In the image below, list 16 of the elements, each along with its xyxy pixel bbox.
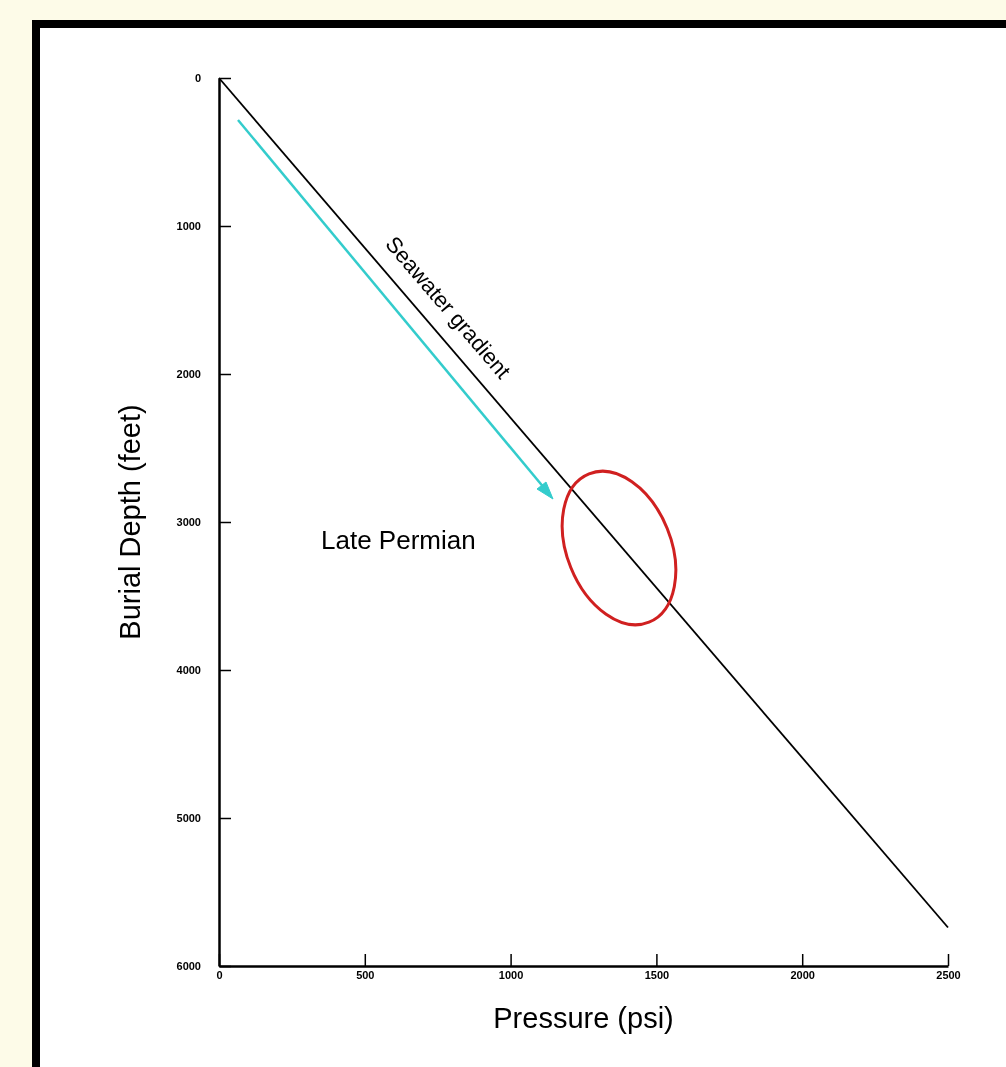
x-tick-label: 1500: [644, 968, 670, 981]
y-tick-label: 5000: [176, 812, 201, 825]
x-tick-label: 1000: [498, 968, 524, 981]
y-tick-label: 4000: [176, 664, 201, 677]
y-tick-label: 6000: [176, 960, 201, 973]
y-tick-label: 1000: [176, 220, 201, 233]
y-axis-title: Burial Depth (feet): [114, 404, 146, 640]
y-tick-label: 2000: [176, 368, 201, 381]
x-tick-label: 2000: [790, 968, 815, 981]
annotation: Late Permian: [321, 524, 476, 555]
x-tick-label: 500: [356, 968, 375, 981]
x-tick-label: 0: [216, 968, 223, 981]
y-tick-label: 3000: [176, 516, 201, 529]
y-tick-label: 0: [194, 72, 201, 85]
x-axis-title: Pressure (psi): [493, 1002, 674, 1034]
x-tick-label: 2500: [936, 968, 961, 981]
